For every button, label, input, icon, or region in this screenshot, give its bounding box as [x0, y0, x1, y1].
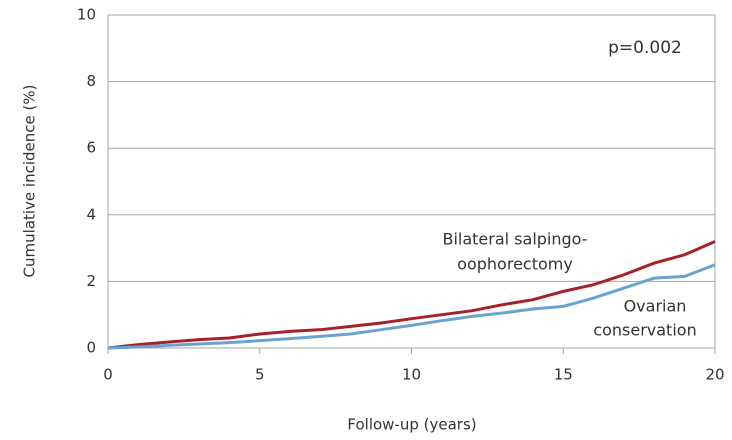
series-label: Ovarian [624, 297, 687, 316]
series-label: conservation [593, 321, 696, 340]
x-axis-label: Follow-up (years) [347, 416, 476, 434]
y-tick-label: 0 [86, 339, 96, 357]
p-value: p=0.002 [608, 38, 682, 58]
x-tick-label: 15 [554, 366, 573, 384]
x-tick-label: 0 [103, 366, 113, 384]
x-tick-label: 20 [705, 366, 724, 384]
x-tick-label: 5 [255, 366, 265, 384]
series-label: Bilateral salpingo- [442, 230, 587, 249]
series-line [107, 240, 716, 350]
x-tick-label: 10 [402, 366, 421, 384]
y-tick-label: 6 [86, 139, 96, 157]
y-tick-label: 2 [86, 272, 96, 290]
y-axis-label: Cumulative incidence (%) [21, 85, 39, 278]
y-tick-label: 8 [86, 72, 96, 90]
y-tick-label: 10 [77, 6, 96, 24]
y-tick-label: 4 [86, 205, 96, 223]
series-label: oophorectomy [457, 255, 573, 274]
series-line [107, 263, 716, 350]
